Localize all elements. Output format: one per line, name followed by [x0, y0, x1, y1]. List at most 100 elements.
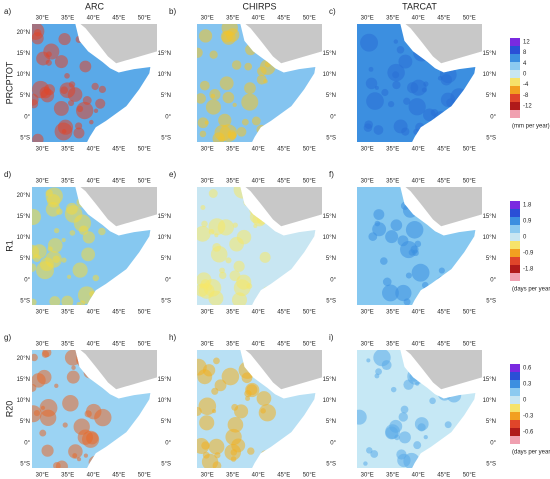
lon-label: 40°E	[252, 16, 265, 22]
lon-label: 30°E	[201, 473, 214, 479]
lon-label: 45°E	[277, 179, 290, 185]
lon-label: 45°E	[437, 147, 450, 153]
lat-label: 0°	[165, 277, 171, 283]
anomaly-blob	[88, 39, 95, 46]
colorbar-tick: -8	[523, 93, 529, 99]
anomaly-blob	[437, 457, 451, 468]
anomaly-blob	[364, 120, 374, 129]
map-panel	[357, 350, 482, 468]
lon-label: 45°E	[112, 179, 125, 185]
anomaly-blob	[197, 406, 202, 417]
anomaly-blob	[217, 219, 234, 236]
anomaly-blob	[373, 350, 391, 367]
anomaly-blob	[91, 82, 99, 91]
anomaly-blob	[32, 383, 37, 392]
anomaly-blob	[398, 431, 411, 444]
anomaly-blob	[434, 288, 448, 301]
anomaly-blob	[197, 47, 203, 58]
colorbar-segment	[510, 46, 520, 54]
anomaly-blob	[422, 450, 432, 460]
colorbar-segment	[510, 420, 520, 428]
lon-label: 35°E	[61, 16, 74, 22]
lat-label: 0°	[330, 440, 336, 446]
lon-label: 30°E	[36, 179, 49, 185]
anomaly-blob	[32, 208, 41, 226]
lon-label: 30°E	[36, 310, 49, 316]
lon-label: 45°E	[112, 147, 125, 153]
anomaly-blob	[396, 449, 407, 460]
anomaly-blob	[244, 62, 253, 71]
anomaly-blob	[385, 230, 399, 244]
colorbar-unit: (days per year)	[512, 450, 550, 456]
lat-label: 5°N	[161, 419, 171, 425]
colorbar-segment	[510, 404, 520, 412]
lon-label: 45°E	[437, 16, 450, 22]
lon-label: 30°E	[36, 342, 49, 348]
lat-label: 20°N	[17, 193, 30, 199]
anomaly-blob	[436, 275, 451, 291]
lat-label: 15°N	[17, 51, 30, 57]
anomaly-blob	[75, 122, 83, 130]
map-panel	[32, 187, 157, 305]
colorbar-tick: 1.8	[523, 203, 532, 209]
lon-label: 40°E	[252, 310, 265, 316]
anomaly-blob	[57, 119, 74, 135]
anomaly-blob	[421, 281, 429, 289]
colorbar-tick: 8	[523, 50, 527, 56]
lat-label: 5°N	[486, 93, 496, 99]
lat-label: 15°N	[17, 214, 30, 220]
anomaly-blob	[219, 271, 227, 280]
anomaly-blob	[32, 93, 39, 106]
anomaly-blob	[222, 91, 235, 104]
anomaly-blob	[67, 274, 72, 279]
anomaly-blob	[54, 383, 59, 388]
map-panel	[357, 187, 482, 305]
anomaly-blob	[42, 350, 52, 358]
lat-label: 5°S	[161, 461, 171, 467]
map-panel	[357, 24, 482, 142]
lat-label: 5°N	[486, 256, 496, 262]
lat-label: 0°	[24, 440, 30, 446]
anomaly-blob	[66, 370, 80, 384]
anomaly-blob	[75, 35, 83, 43]
lon-label: 45°E	[277, 147, 290, 153]
anomaly-blob	[40, 88, 55, 103]
arabia	[245, 350, 322, 390]
anomaly-blob	[363, 461, 368, 466]
anomaly-blob	[366, 92, 384, 110]
anomaly-blob	[198, 29, 213, 43]
lon-label: 50°E	[303, 342, 316, 348]
row-label: PRCPTOT	[4, 61, 14, 104]
lat-label: 10°N	[483, 235, 496, 241]
anomaly-blob	[52, 255, 61, 263]
lon-label: 35°E	[61, 473, 74, 479]
lat-label: 15°N	[483, 377, 496, 383]
map-panel	[32, 24, 157, 142]
row-label: R1	[4, 240, 14, 252]
anomaly-blob	[72, 453, 78, 458]
lon-label: 35°E	[386, 147, 399, 153]
anomaly-blob	[65, 202, 78, 215]
anomaly-blob	[234, 404, 249, 419]
anomaly-blob	[39, 257, 54, 272]
anomaly-blob	[236, 126, 247, 137]
colorbar-segment	[510, 396, 520, 404]
anomaly-blob	[365, 77, 378, 90]
anomaly-blob	[260, 408, 266, 414]
colorbar-segment	[510, 412, 520, 420]
colorbar-segment	[510, 102, 520, 110]
colorbar-segment	[510, 372, 520, 380]
lat-label: 15°N	[323, 214, 336, 220]
anomaly-blob	[366, 358, 371, 363]
anomaly-blob	[32, 263, 37, 272]
anomaly-blob	[94, 408, 112, 427]
anomaly-blob	[393, 39, 399, 44]
lon-label: 35°E	[61, 310, 74, 316]
lon-label: 30°E	[201, 147, 214, 153]
anomaly-blob	[41, 444, 54, 457]
lon-label: 40°E	[87, 16, 100, 22]
lon-label: 35°E	[386, 310, 399, 316]
anomaly-blob	[89, 290, 96, 297]
anomaly-blob	[208, 228, 215, 235]
row-label: R20	[4, 401, 14, 418]
